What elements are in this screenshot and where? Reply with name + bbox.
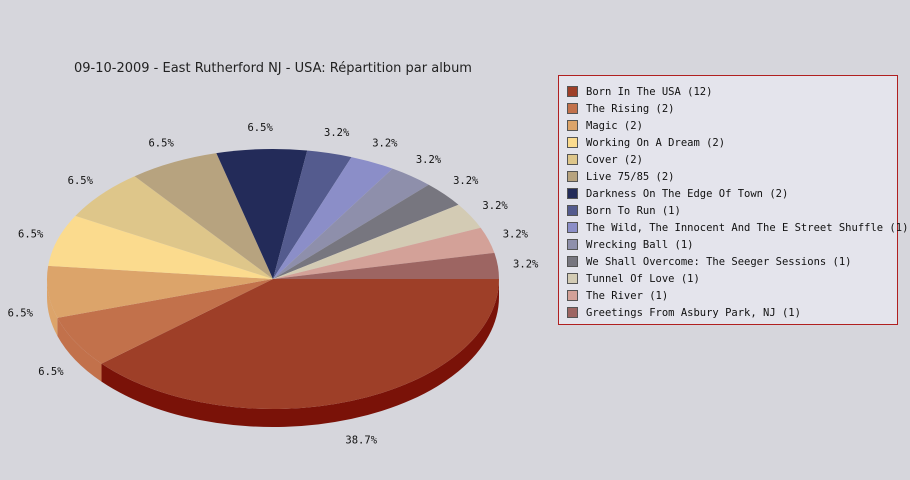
pie-side-wall — [47, 279, 499, 427]
legend-label: Magic (2) — [586, 119, 643, 132]
chart-legend: Born In The USA (12) The Rising (2) Magic … — [558, 75, 908, 325]
legend-swatch — [567, 290, 578, 301]
pie-label-4: 6.5% — [68, 175, 94, 187]
legend-label: The Rising (2) — [586, 102, 675, 115]
pie-slice-1[interactable] — [57, 279, 273, 364]
legend-swatch — [567, 188, 578, 199]
legend-swatch — [567, 307, 578, 318]
pie-slice-10[interactable] — [273, 184, 459, 279]
pie-slice-13[interactable] — [273, 252, 499, 279]
legend-label: We Shall Overcome: The Seeger Sessions (… — [586, 255, 852, 268]
legend-item[interactable]: Cover (2) — [567, 151, 897, 168]
legend-label: Cover (2) — [586, 153, 643, 166]
legend-item[interactable]: Magic (2) — [567, 117, 897, 134]
pie-slice-2[interactable] — [46, 265, 273, 318]
pie-label-5: 6.5% — [148, 138, 174, 150]
pie-label-6: 6.5% — [247, 122, 273, 134]
pie-slices — [46, 148, 499, 410]
pie-label-0: 38.7% — [345, 435, 377, 447]
pie-side-0 — [101, 279, 499, 427]
pie-slice-6[interactable] — [216, 148, 308, 279]
legend-swatch — [567, 154, 578, 165]
pie-slice-3[interactable] — [48, 215, 274, 279]
legend-label: Born In The USA (12) — [586, 85, 713, 98]
legend-label: Tunnel Of Love (1) — [586, 272, 700, 285]
pie-label-8: 3.2% — [372, 138, 398, 150]
legend-label: Wrecking Ball (1) — [586, 238, 694, 251]
pie-side-1 — [57, 317, 102, 382]
pie-slice-11[interactable] — [273, 204, 481, 279]
legend-item[interactable]: Working On A Dream (2) — [567, 134, 897, 151]
legend-item[interactable]: Born To Run (1) — [567, 202, 897, 219]
legend-swatch — [567, 205, 578, 216]
pie-slice-12[interactable] — [273, 227, 495, 279]
pie-slice-4[interactable] — [75, 176, 273, 279]
legend-item[interactable]: Darkness On The Edge Of Town (2) — [567, 185, 897, 202]
pie-label-3: 6.5% — [18, 228, 44, 240]
pie-slice-9[interactable] — [273, 168, 429, 279]
pie-slice-7[interactable] — [273, 150, 352, 279]
pie-label-1: 6.5% — [38, 366, 64, 378]
pie-label-7: 3.2% — [324, 127, 350, 139]
legend-swatch — [567, 86, 578, 97]
chart-title: 09-10-2009 - East Rutherford NJ - USA: R… — [74, 61, 472, 76]
legend-swatch — [567, 256, 578, 267]
pie-label-10: 3.2% — [453, 175, 479, 187]
legend-swatch — [567, 171, 578, 182]
pie-label-9: 3.2% — [416, 154, 442, 166]
legend-label: The Wild, The Innocent And The E Street … — [586, 221, 909, 234]
pie-label-13: 3.2% — [513, 259, 539, 271]
legend-item[interactable]: The Wild, The Innocent And The E Street … — [567, 219, 908, 236]
legend-label: Live 75/85 (2) — [586, 170, 675, 183]
legend-item[interactable]: We Shall Overcome: The Seeger Sessions (… — [567, 253, 897, 270]
legend-swatch — [567, 239, 578, 250]
pie-labels: 38.7% 6.5% 6.5% 6.5% 6.5% 6.5% 6.5% 3.2% 3.2% 3.2… — [8, 122, 539, 446]
legend-item[interactable]: The Rising (2) — [567, 100, 897, 117]
pie-slice-5[interactable] — [134, 153, 273, 279]
legend-item[interactable]: Greetings From Asbury Park, NJ (1) — [567, 304, 897, 321]
pie-slice-0[interactable] — [101, 279, 499, 410]
pie-label-2: 6.5% — [8, 307, 34, 319]
legend-label: Working On A Dream (2) — [586, 136, 726, 149]
legend-swatch — [567, 120, 578, 131]
legend-item[interactable]: The River (1) — [567, 287, 897, 304]
legend-swatch — [567, 222, 578, 233]
legend-item[interactable]: Live 75/85 (2) — [567, 168, 897, 185]
legend-swatch — [567, 137, 578, 148]
pie-slice-8[interactable] — [273, 157, 393, 279]
legend-label: Darkness On The Edge Of Town (2) — [586, 187, 789, 200]
pie-label-12: 3.2% — [503, 228, 529, 240]
legend-label: Born To Run (1) — [586, 204, 681, 217]
legend-label: Greetings From Asbury Park, NJ (1) — [586, 306, 801, 319]
legend-item[interactable]: Born In The USA (12) — [567, 83, 897, 100]
legend-swatch — [567, 273, 578, 284]
legend-item[interactable]: Wrecking Ball (1) — [567, 236, 897, 253]
legend-swatch — [567, 103, 578, 114]
legend-label: The River (1) — [586, 289, 669, 302]
pie-label-11: 3.2% — [482, 200, 508, 212]
pie-side-2 — [47, 279, 58, 336]
legend-item[interactable]: Tunnel Of Love (1) — [567, 270, 897, 287]
